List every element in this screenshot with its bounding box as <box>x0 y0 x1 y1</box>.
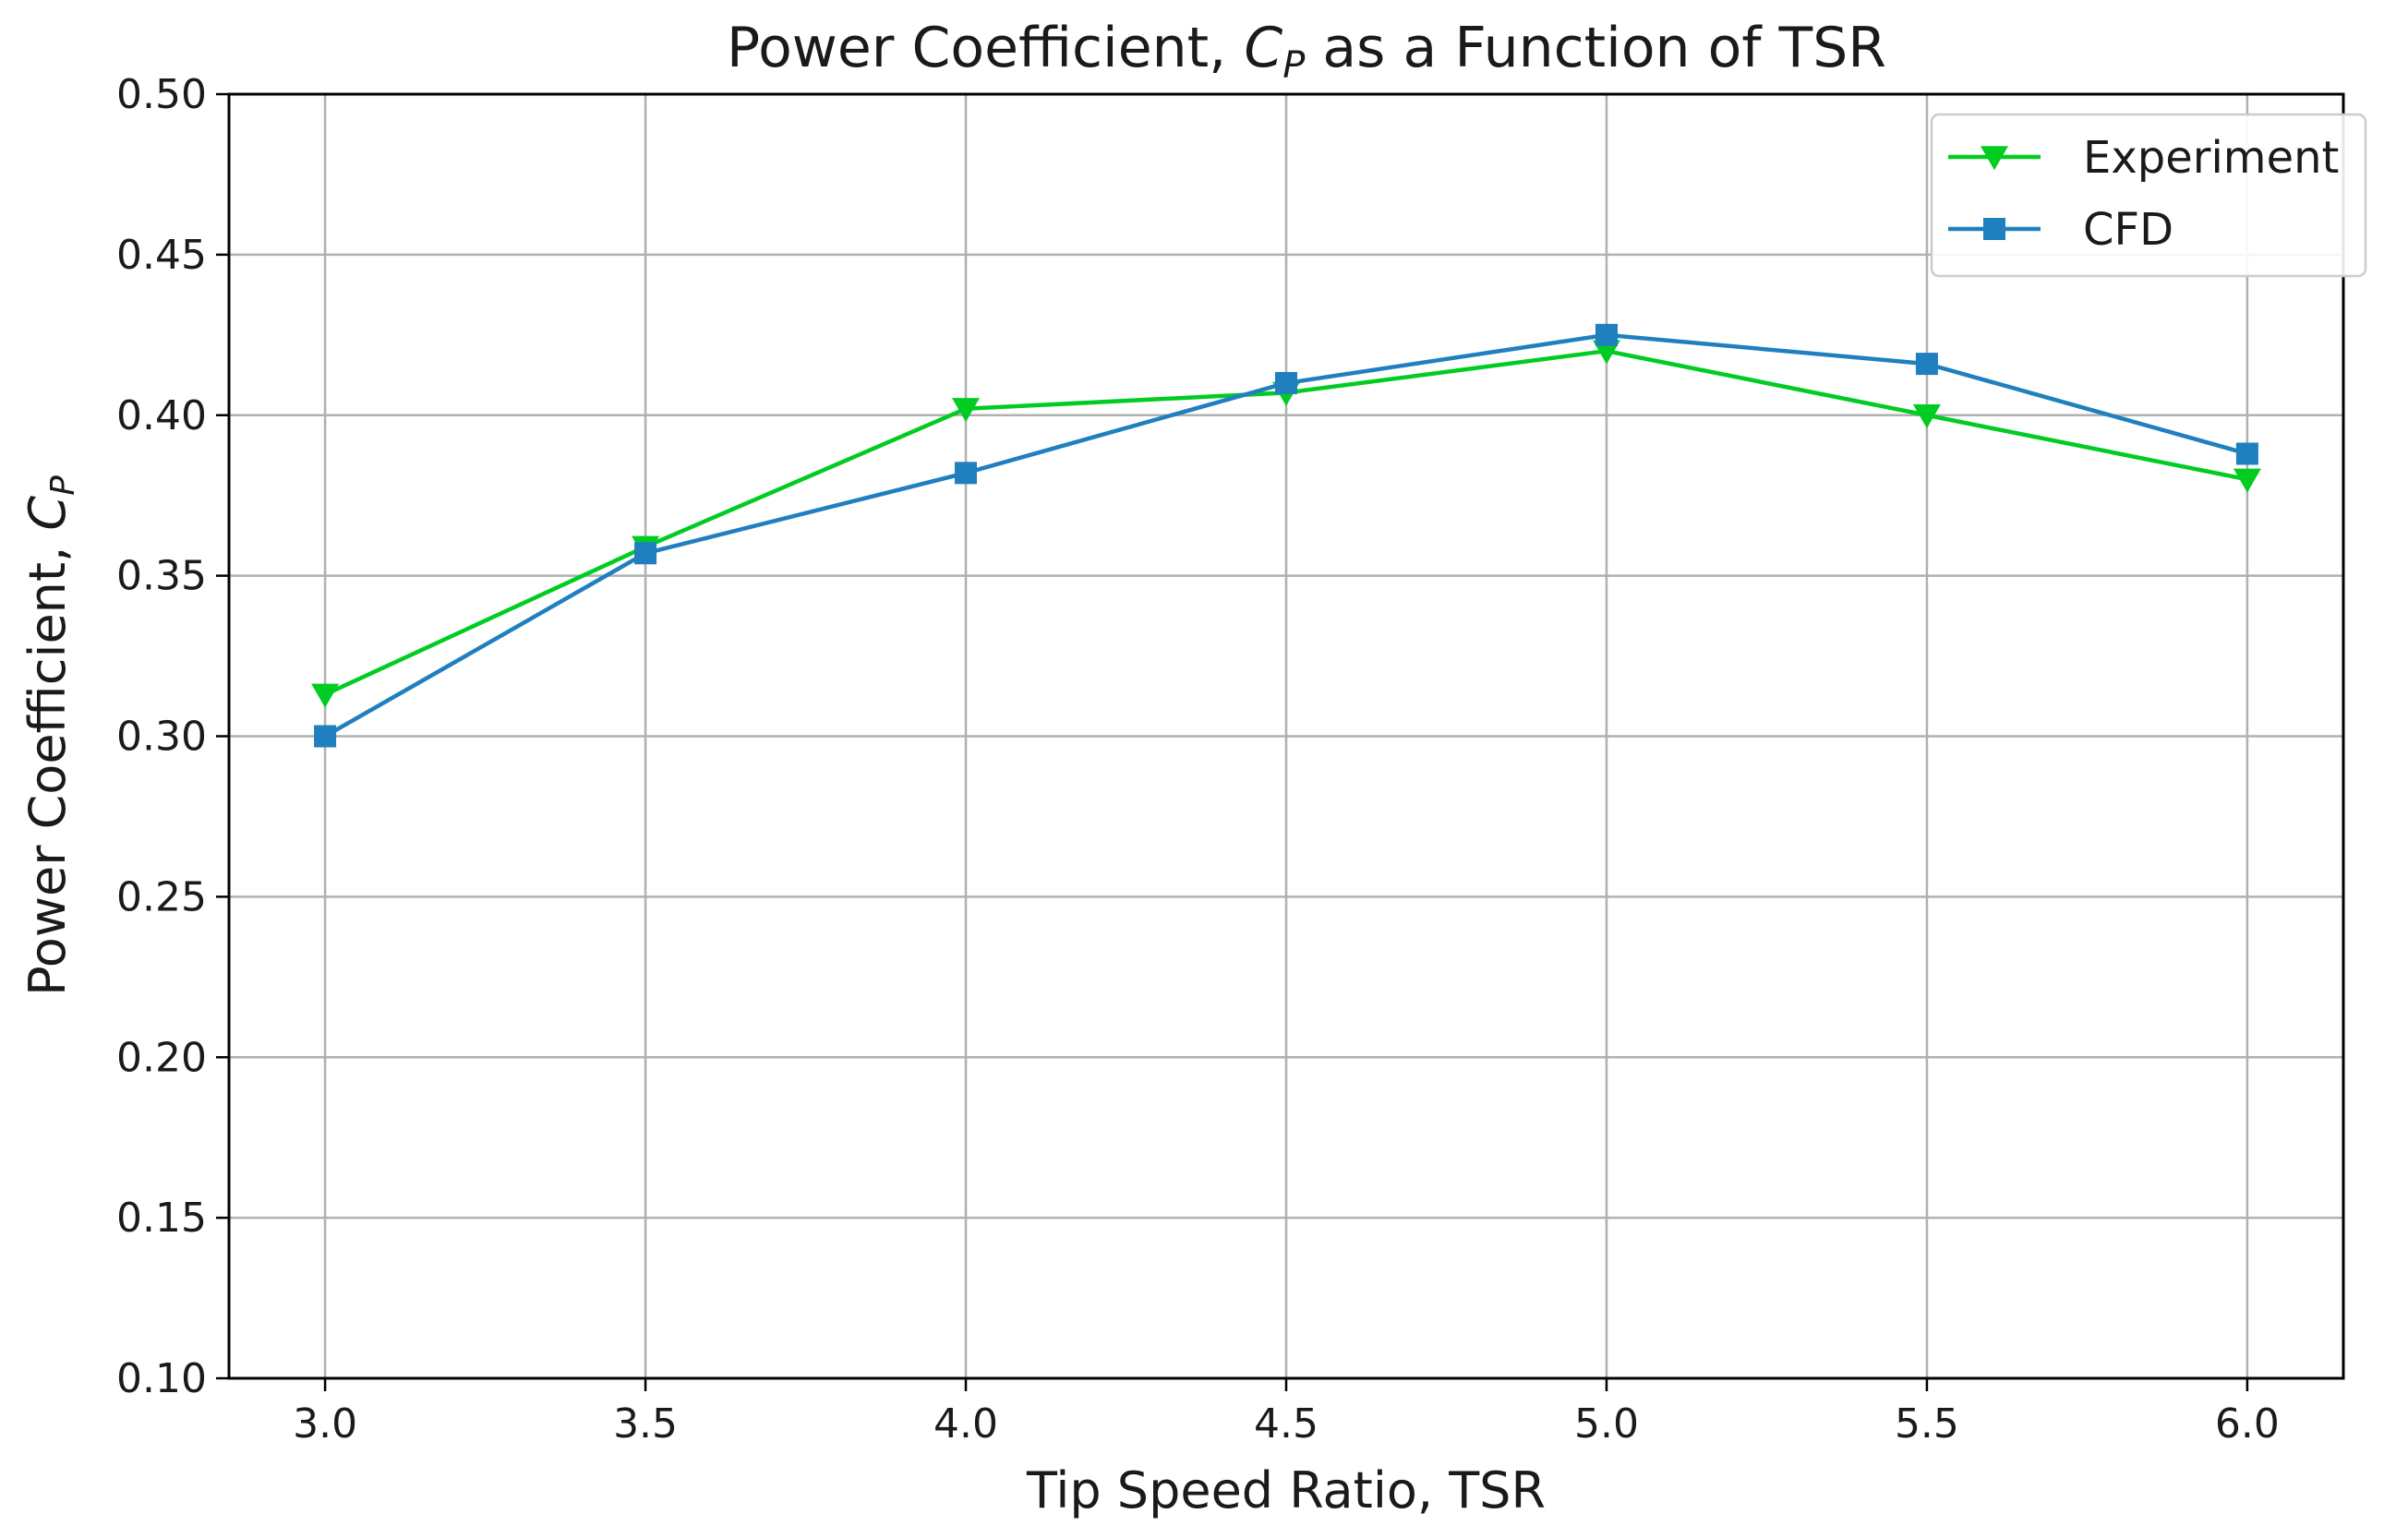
x-tick-label: 5.0 <box>1574 1400 1639 1448</box>
legend-entry-cfd: CFD <box>1948 204 2173 256</box>
data-point-cfd <box>314 725 337 748</box>
chart-title-subscript: P <box>1282 44 1306 87</box>
y-axis-label-symbol: C <box>18 496 77 531</box>
x-tick-label: 3.5 <box>613 1400 678 1448</box>
y-tick-label: 0.25 <box>116 873 207 920</box>
y-tick-label: 0.15 <box>116 1195 207 1242</box>
data-point-experiment <box>952 398 981 423</box>
legend: Experiment CFD <box>1930 113 2367 278</box>
legend-marker <box>1981 146 2008 171</box>
y-tick-label: 0.40 <box>116 392 207 439</box>
data-point-experiment <box>2233 468 2261 493</box>
legend-label: CFD <box>2083 204 2173 256</box>
y-tick-label: 0.35 <box>116 553 207 600</box>
y-tick-label: 0.50 <box>116 71 207 118</box>
y-axis-label-text: Power Coefficient, <box>18 531 77 996</box>
x-axis-label: Tip Speed Ratio, TSR <box>1026 1461 1546 1520</box>
y-tick-label: 0.20 <box>116 1034 207 1081</box>
legend-items: Experiment CFD <box>1948 132 2339 256</box>
x-tick-label: 5.5 <box>1895 1400 1959 1448</box>
legend-entry-experiment: Experiment <box>1948 132 2339 184</box>
data-point-experiment <box>1912 404 1941 429</box>
y-axis-label: Power Coefficient, CP <box>18 475 82 996</box>
series-layer <box>311 323 2261 748</box>
data-point-experiment <box>311 683 340 708</box>
data-point-cfd <box>955 462 978 485</box>
chart-title-symbol: C <box>1244 16 1282 80</box>
tick-layer: 3.0 3.5 4.0 4.5 5.0 5.5 6.0 0.10 0.15 0.20 0.25 0.3… <box>116 71 2280 1448</box>
data-point-cfd <box>634 542 657 565</box>
y-tick-label: 0.30 <box>116 714 207 761</box>
x-tick-label: 3.0 <box>293 1400 357 1448</box>
grid-layer <box>229 92 2343 1380</box>
data-point-cfd <box>2235 442 2258 465</box>
y-tick-label: 0.10 <box>116 1355 207 1402</box>
series-cfd <box>314 323 2258 748</box>
chart-title: Power Coefficient, CP as a Function of T… <box>727 16 1886 87</box>
x-tick-label: 4.0 <box>933 1400 998 1448</box>
chart-title-suffix: as a Function of TSR <box>1305 16 1886 80</box>
chart-title-text: Power Coefficient, <box>727 16 1244 80</box>
data-point-experiment <box>1592 340 1620 365</box>
x-tick-label: 4.5 <box>1254 1400 1318 1448</box>
y-tick-label: 0.45 <box>116 232 207 279</box>
x-tick-label: 6.0 <box>2215 1400 2280 1448</box>
data-point-cfd <box>1275 371 1297 394</box>
legend-marker <box>1983 218 2005 240</box>
data-point-cfd <box>1915 353 1938 376</box>
data-point-cfd <box>1595 323 1618 346</box>
y-axis-label-subscript: P <box>44 475 82 496</box>
legend-label: Experiment <box>2083 132 2339 184</box>
